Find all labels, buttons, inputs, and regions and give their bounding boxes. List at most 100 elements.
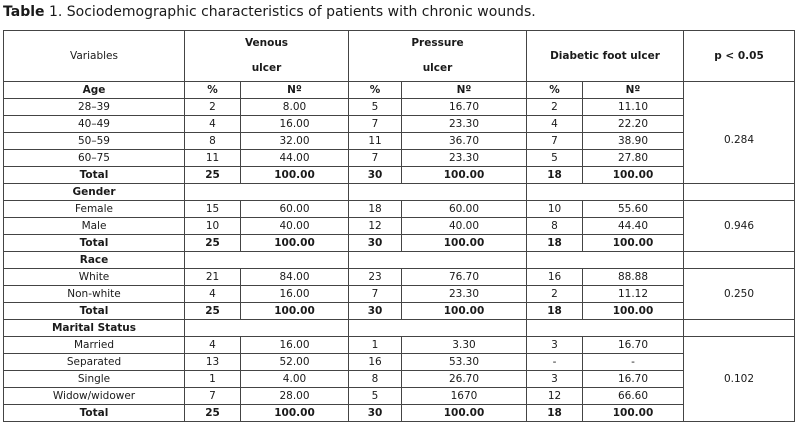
total-cell: 18 (526, 166, 583, 184)
p-value-cell: 0.946 (683, 200, 795, 252)
table-row: Separated 13 52.00 16 53.30- - (3, 353, 795, 371)
table-cell: 60.00 (401, 200, 527, 218)
caption-text: 1. Sociodemographic characteristics of p… (44, 4, 536, 20)
table-cell: 32.00 (240, 132, 349, 150)
row-label: 40–49 (3, 115, 185, 133)
total-cell: 100.00 (401, 166, 527, 184)
table-cell: 38.90 (582, 132, 684, 150)
table-cell: 16.70 (582, 370, 684, 388)
total-cell: 25 (184, 404, 241, 422)
blank-cell (184, 251, 349, 269)
row-label: 60–75 (3, 149, 185, 167)
blank-cell (526, 319, 684, 337)
table-cell: 66.60 (582, 387, 684, 405)
header-diabetic: Diabetic foot ulcer (526, 30, 684, 82)
sub-header-cell: Nº (240, 81, 349, 99)
table-cell: 7 (348, 149, 402, 167)
table-cell: 8 (348, 370, 402, 388)
table-body: Variables Venous Pressure Diabetic foot … (3, 30, 795, 422)
table-cell: 5 (348, 98, 402, 116)
table-cell: - (526, 353, 583, 371)
total-cell: 18 (526, 404, 583, 422)
row-label: Separated (3, 353, 185, 371)
table-cell: 55.60 (582, 200, 684, 218)
total-label: Total (3, 166, 185, 184)
blank-cell (348, 251, 527, 269)
table-cell: 11.12 (582, 285, 684, 303)
blank-cell (348, 183, 527, 201)
sub-header-cell: Nº (582, 81, 684, 99)
table-cell: 2 (526, 98, 583, 116)
sociodemographic-table: Variables Venous Pressure Diabetic foot … (3, 30, 795, 422)
row-label: 28–39 (3, 98, 185, 116)
table-cell: 2 (526, 285, 583, 303)
total-row: Total 25 100.00 30 100.00 18 100.00 (3, 302, 795, 320)
total-cell: 100.00 (401, 404, 527, 422)
section-title: Race (3, 251, 185, 269)
table-cell: 11.10 (582, 98, 684, 116)
total-cell: 100.00 (582, 302, 684, 320)
table-cell: 7 (348, 285, 402, 303)
sub-header-cell: % (348, 81, 402, 99)
table-cell: 16 (526, 268, 583, 286)
sub-header-cell: Nº (401, 81, 527, 99)
table-cell: 28.00 (240, 387, 349, 405)
total-label: Total (3, 404, 185, 422)
p-value-spacer (683, 251, 795, 269)
table-cell: 4 (184, 285, 241, 303)
table-cell: 5 (526, 149, 583, 167)
table-cell: 1 (348, 336, 402, 354)
table-cell: 3 (526, 336, 583, 354)
p-value-spacer (683, 183, 795, 201)
row-label: Female (3, 200, 185, 218)
table-cell: 4 (184, 336, 241, 354)
row-label: 50–59 (3, 132, 185, 150)
table-cell: 40.00 (240, 217, 349, 235)
blank-cell (348, 319, 527, 337)
blank-cell (184, 319, 349, 337)
section-title-row: Marital Status (3, 319, 795, 337)
section-title: Marital Status (3, 319, 185, 337)
table-cell: 53.30 (401, 353, 527, 371)
table-cell: 23 (348, 268, 402, 286)
p-value-spacer (683, 319, 795, 337)
total-row: Total 25 100.00 30 100.00 18 100.00 (3, 166, 795, 184)
blank-cell (184, 183, 349, 201)
header-venous-line1: Venous (184, 30, 349, 56)
row-label: Married (3, 336, 185, 354)
total-label: Total (3, 302, 185, 320)
section-title: Gender (3, 183, 185, 201)
total-cell: 100.00 (240, 302, 349, 320)
table-cell: 16.00 (240, 115, 349, 133)
sub-header-cell: % (184, 81, 241, 99)
table-cell: 4 (184, 115, 241, 133)
table-cell: 21 (184, 268, 241, 286)
table-cell: 12 (348, 217, 402, 235)
table-cell: 26.70 (401, 370, 527, 388)
table-row: 28–39 2 8.00 5 16.70 2 11.10 0.284 (3, 98, 795, 184)
total-cell: 100.00 (401, 234, 527, 252)
total-cell: 100.00 (240, 166, 349, 184)
table-cell: 22.20 (582, 115, 684, 133)
p-value-cell: 0.284 (683, 98, 795, 184)
header-p-value: p < 0.05 (683, 30, 795, 82)
table-cell: 12 (526, 387, 583, 405)
table-cell: 10 (526, 200, 583, 218)
total-cell: 25 (184, 234, 241, 252)
table-cell: 16.00 (240, 285, 349, 303)
p-value-cell: 0.250 (683, 268, 795, 320)
table-cell: 23.30 (401, 115, 527, 133)
table-row: Male 10 40.00 12 40.00 8 44.40 (3, 217, 795, 235)
table-cell: 10 (184, 217, 241, 235)
table-row: 40–49 4 16.00 7 23.30 4 22.20 (3, 115, 795, 133)
table-row: Married 4 16.00 1 3.30 3 16.70 0.102 (3, 336, 795, 422)
total-row: Total 25 100.00 30 100.00 18 100.00 (3, 234, 795, 252)
section-title-row: Gender (3, 183, 795, 201)
table-cell: 36.70 (401, 132, 527, 150)
table-cell: 16 (348, 353, 402, 371)
table-cell: 8.00 (240, 98, 349, 116)
table-cell: 3.30 (401, 336, 527, 354)
table-cell: 13 (184, 353, 241, 371)
total-cell: 25 (184, 166, 241, 184)
total-row: Total 25 100.00 30 100.00 18 100.00 (3, 404, 795, 422)
